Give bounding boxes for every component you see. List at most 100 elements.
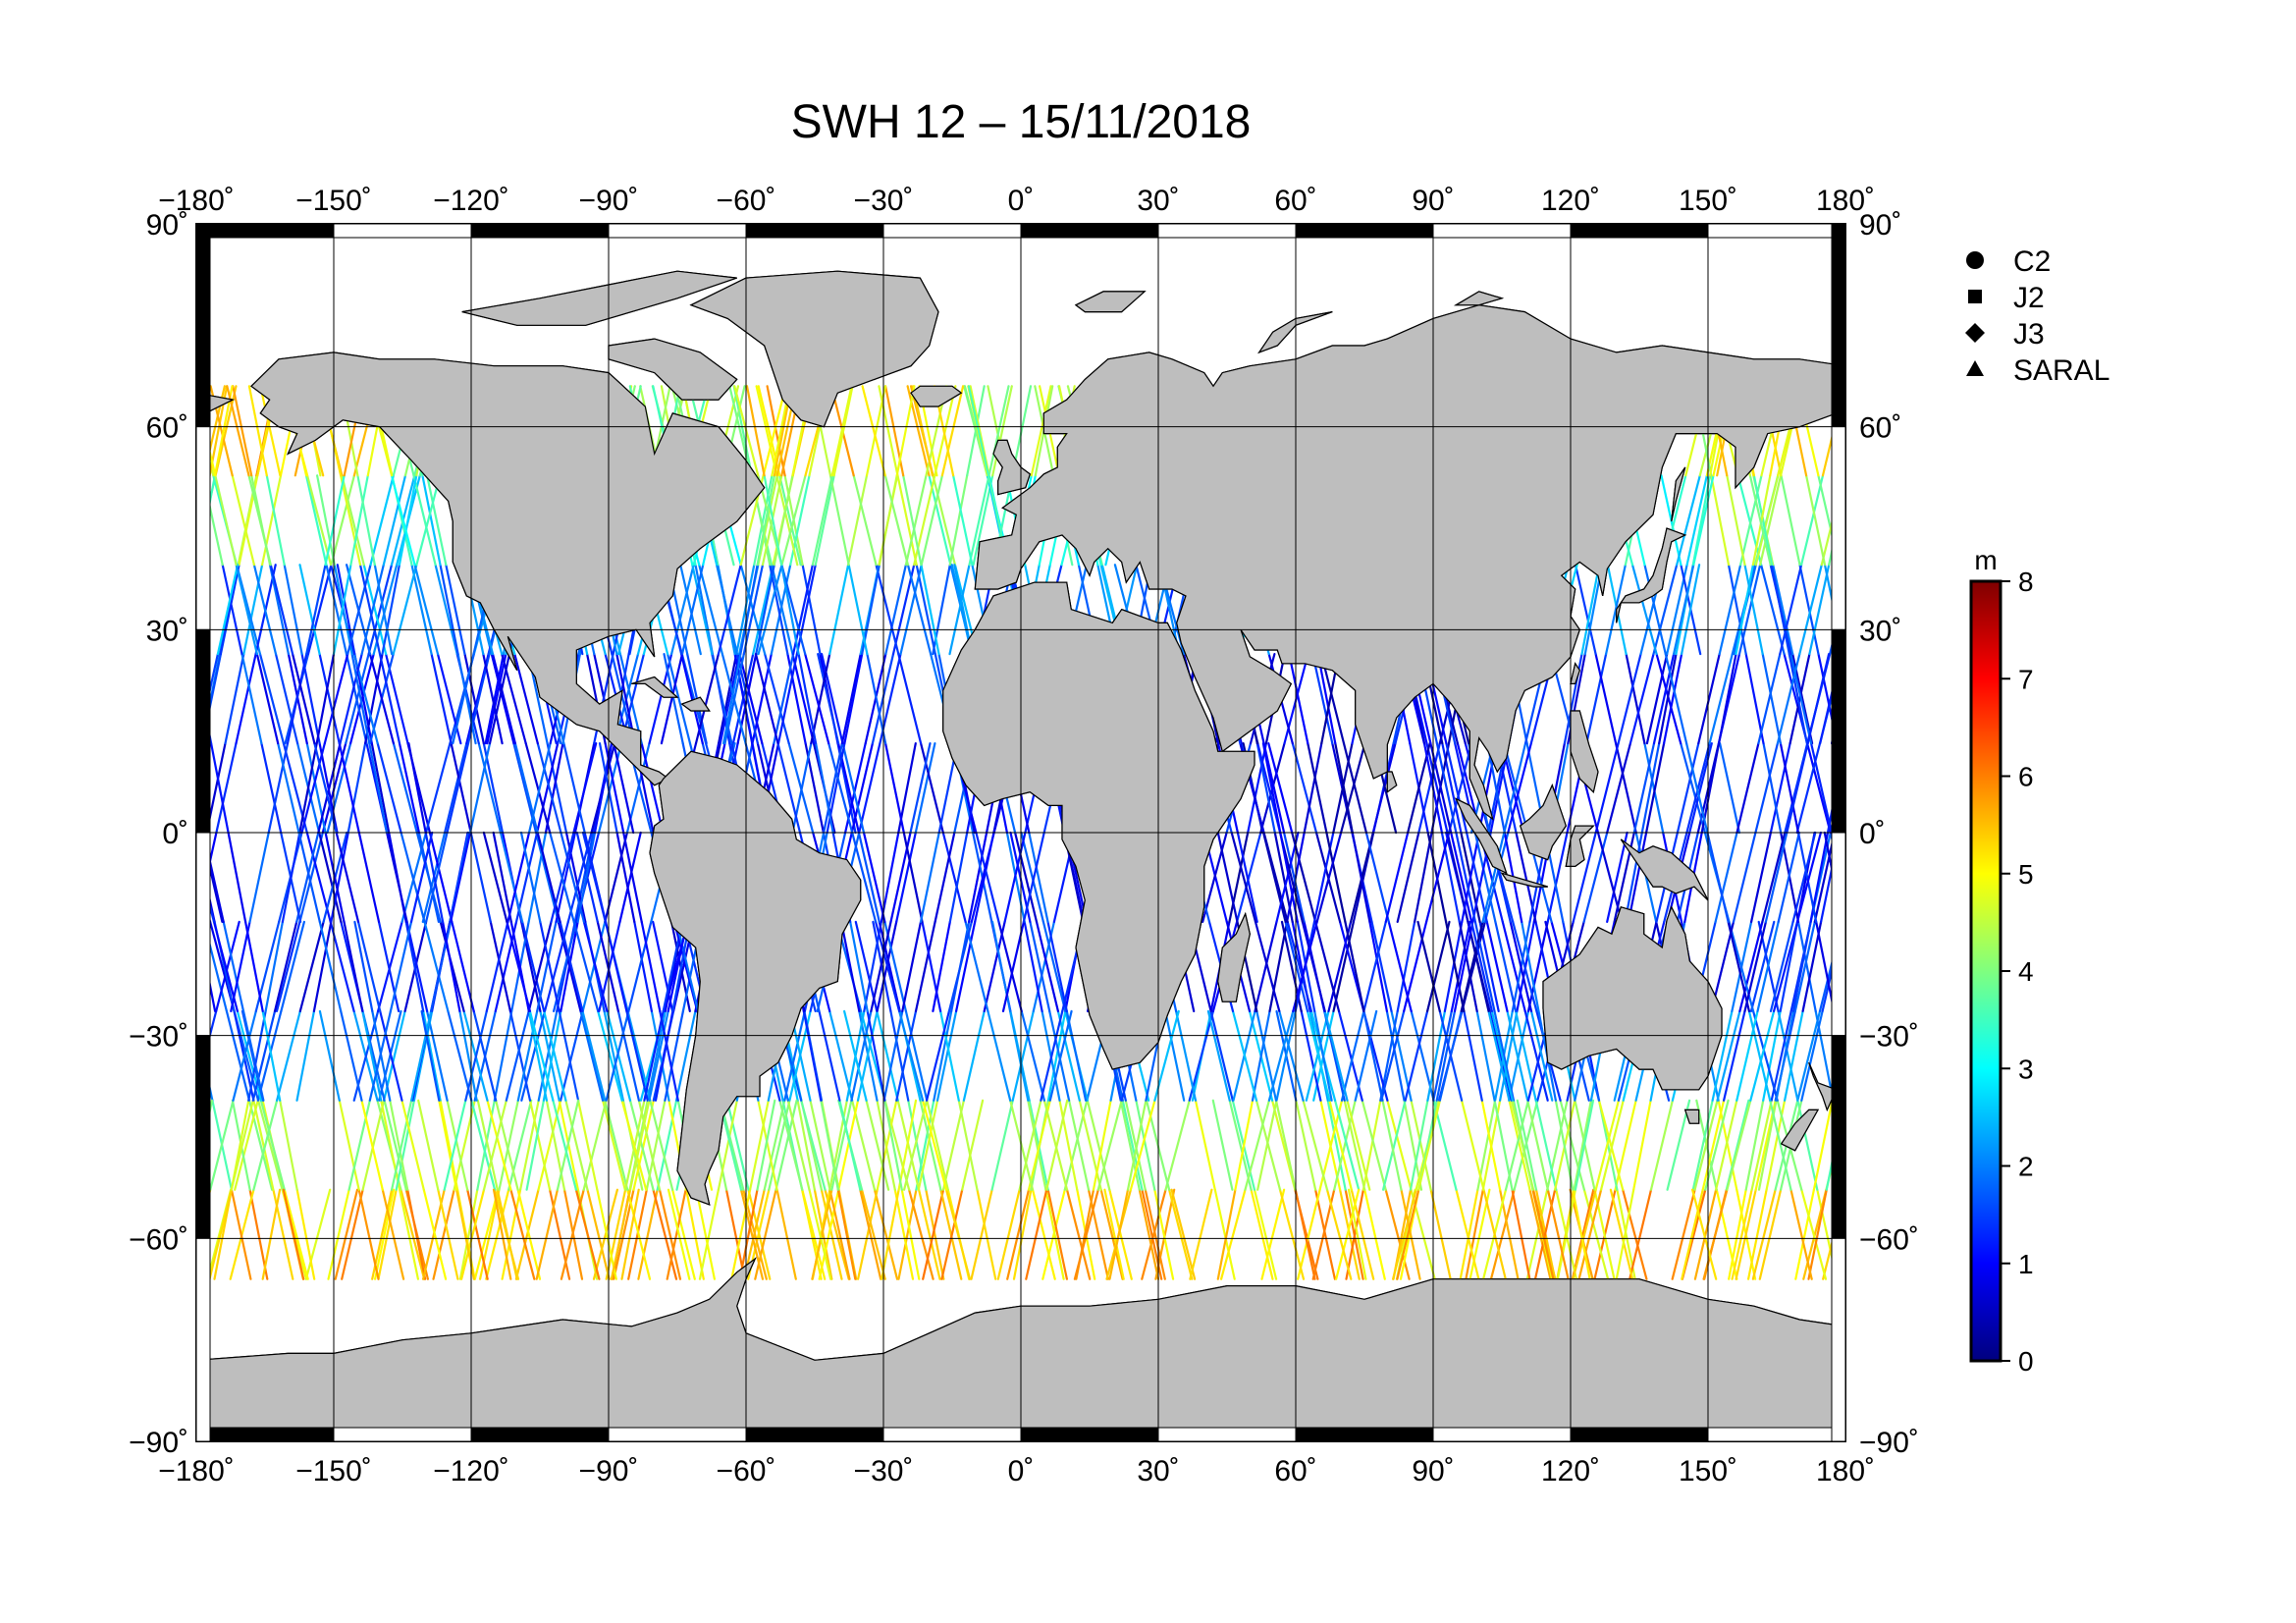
track-segment (970, 831, 995, 924)
track-segment (830, 1099, 853, 1191)
track-segment (175, 922, 194, 1011)
track-segment (1942, 1011, 1962, 1101)
track-segment (1325, 831, 1347, 924)
track-segment (764, 652, 790, 745)
track-segment (1935, 833, 1956, 922)
track-segment (875, 564, 900, 656)
track-segment (1627, 831, 1648, 924)
track-segment (776, 652, 799, 745)
track-segment (871, 652, 895, 745)
track-segment (1775, 1009, 1795, 1102)
track-segment (1403, 1099, 1423, 1191)
track-segment (1776, 652, 1801, 745)
track-segment (364, 652, 384, 745)
track-segment (2042, 654, 2065, 743)
track-segment (340, 474, 362, 567)
track-segment (755, 385, 778, 477)
track-segment (679, 564, 702, 656)
track-segment (1141, 1188, 1167, 1280)
track-segment (1228, 831, 1250, 924)
track-segment (528, 1099, 552, 1191)
track-segment (251, 1009, 277, 1102)
track-segment (1291, 741, 1318, 835)
track-segment (1465, 1188, 1484, 1280)
track-segment (667, 1188, 691, 1280)
track-segment (1809, 741, 1834, 835)
track-segment (1025, 1188, 1048, 1280)
track-segment (1597, 1099, 1625, 1191)
track-segment (582, 1099, 608, 1191)
track-segment (1328, 1099, 1353, 1191)
track-segment (347, 741, 367, 835)
track-segment (1794, 1188, 1816, 1280)
track-segment (1453, 920, 1474, 1013)
track-segment (842, 1009, 868, 1102)
track-segment (381, 564, 400, 656)
track-segment (828, 564, 850, 656)
track-segment (1764, 831, 1789, 924)
track-segment (136, 654, 159, 743)
track-segment (216, 564, 240, 656)
track-segment (66, 386, 90, 475)
track-segment (1417, 1099, 1442, 1191)
track-segment (219, 564, 240, 656)
track-segment (1282, 831, 1306, 924)
track-segment (55, 1190, 73, 1279)
track-segment (850, 741, 875, 835)
track-segment (796, 1099, 817, 1191)
track-segment (1718, 564, 1742, 656)
track-segment (1213, 1188, 1236, 1280)
track-segment (1751, 1188, 1777, 1280)
track-segment (1236, 831, 1258, 924)
track-segment (1780, 474, 1801, 567)
track-segment (967, 831, 988, 924)
track-segment (1528, 1188, 1552, 1280)
track-segment (1923, 1190, 1947, 1279)
track-segment (164, 1101, 183, 1190)
track-segment (1796, 831, 1818, 924)
track-segment (395, 1099, 415, 1191)
frame-bar-top (1570, 223, 1709, 239)
track-segment (2096, 386, 2116, 475)
track-segment (279, 1099, 298, 1191)
land-overlay-cuba (631, 676, 679, 698)
track-segment (1685, 474, 1709, 567)
track-segment (616, 1009, 641, 1102)
track-segment (107, 922, 124, 1011)
track-segment (298, 831, 324, 924)
track-segment (109, 833, 128, 922)
track-segment (605, 1188, 627, 1280)
track-segment (95, 1190, 113, 1279)
track-segment (1044, 1188, 1065, 1280)
track-segment (20, 833, 38, 922)
track-segment (392, 564, 418, 656)
track-segment (409, 831, 434, 924)
land-overlay-arctic-islands (461, 270, 737, 326)
colorbar-ticks: 8 7 6 5 4 3 2 1 0 (2001, 567, 2034, 1377)
track-segment (78, 1190, 95, 1279)
track-segment (649, 1099, 674, 1191)
track-segment (1384, 831, 1410, 924)
track-segment (377, 1188, 398, 1280)
legend-label: J3 (2013, 318, 2045, 351)
track-segment (1617, 652, 1642, 745)
land-overlay-tasmania (1683, 1109, 1700, 1124)
track-segment (1099, 1188, 1124, 1280)
track-segment (214, 474, 238, 567)
track-segment (349, 652, 375, 745)
track-segment (347, 564, 372, 656)
track-segment (763, 474, 783, 567)
track-segment (318, 831, 343, 924)
track-segment (1444, 920, 1466, 1013)
track-segment (1891, 1101, 1910, 1190)
track-segment (137, 1101, 157, 1190)
track-segment (1905, 654, 1924, 743)
track-segment (1325, 1188, 1353, 1280)
track-segment (496, 1188, 518, 1280)
track-segment (267, 741, 290, 835)
track-segment (983, 920, 1006, 1013)
track-segment (2036, 654, 2056, 743)
track-segment (334, 1188, 359, 1280)
track-segment (866, 652, 887, 745)
track-segment (766, 385, 786, 477)
